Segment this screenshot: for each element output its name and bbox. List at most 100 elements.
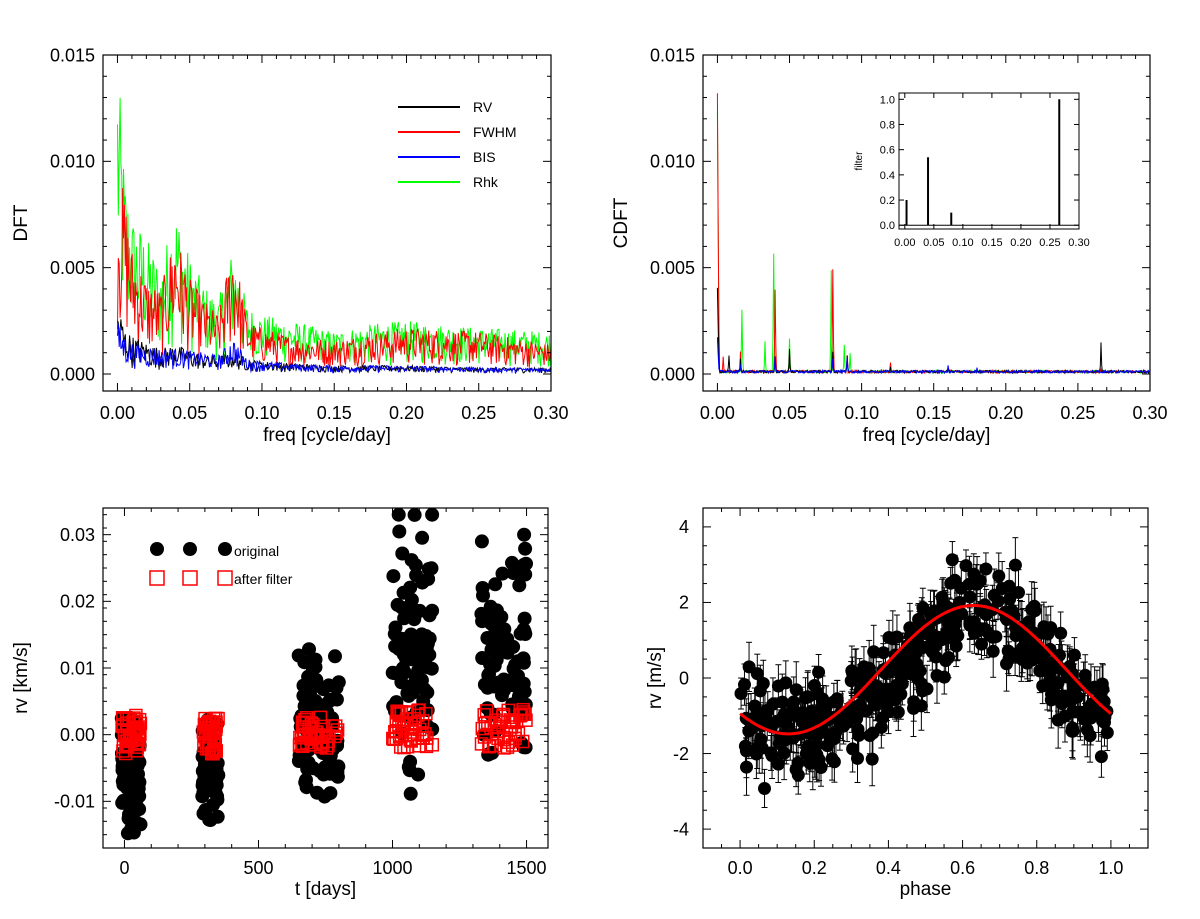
legend-marker-after-filter [182, 570, 198, 586]
original-point [495, 566, 510, 581]
original-point [517, 527, 532, 542]
rv-point [867, 645, 881, 659]
original-point [413, 647, 428, 662]
rv-point [756, 677, 770, 690]
rv-point [758, 782, 771, 795]
filtered-point [205, 746, 220, 761]
original-point [517, 611, 532, 626]
y-tick-label: 0.005 [50, 258, 95, 278]
filtered-point [508, 731, 522, 746]
original-point [401, 760, 416, 774]
original-point [476, 588, 490, 603]
original-point [488, 577, 503, 592]
original-point [404, 592, 419, 607]
x-tick-label: 0.30 [533, 403, 568, 423]
original-point [404, 553, 419, 568]
x-tick-label: 1.0 [1098, 858, 1123, 878]
original-point [301, 760, 316, 775]
x-tick-label: 0.25 [461, 403, 496, 423]
inset-x-tick-label: 0.20 [1010, 237, 1031, 249]
rv-point [910, 657, 924, 671]
original-point [485, 613, 500, 628]
series-line-bis [716, 337, 1150, 375]
rv-point [846, 742, 860, 756]
x-tick-label: 1000 [372, 858, 412, 878]
original-point [312, 679, 327, 694]
original-point [506, 566, 521, 581]
filtered-point [211, 711, 225, 726]
original-point [206, 797, 220, 812]
original-point [210, 809, 225, 824]
rv-point [827, 732, 841, 746]
original-point [299, 773, 313, 787]
filtered-point [388, 724, 402, 739]
inset-x-tick-label: 0.25 [1039, 237, 1060, 249]
original-point [512, 578, 527, 593]
panel-cdft: 0.00 0.05 0.10 0.15 0.20 0.25 0.30 0.000 0.005 0.… [611, 45, 1168, 446]
original-point [328, 649, 342, 664]
rv-point [1052, 689, 1065, 703]
rv-point [1093, 688, 1107, 702]
filtered-point [475, 721, 490, 736]
inset-y-tick-label: 0.2 [880, 195, 895, 207]
filtered-point [400, 739, 415, 754]
filtered-point [295, 720, 310, 734]
inset-y-tick-label: 0.4 [880, 170, 895, 182]
legend-marker-after-filter [217, 570, 233, 586]
x-tick-label: 0.05 [172, 403, 207, 423]
rv-point [1043, 667, 1057, 681]
original-point [488, 627, 503, 642]
rv-point [989, 630, 1003, 644]
original-point [397, 665, 412, 680]
y-axis-label: CDFT [611, 197, 632, 248]
rv-point [1077, 712, 1091, 726]
x-axis-label: phase [900, 879, 952, 900]
x-tick-label: 0 [119, 858, 129, 878]
x-tick-label: 0.0 [728, 858, 753, 878]
legend-marker-original [150, 542, 164, 556]
rv-point [1095, 711, 1109, 725]
filtered-point [201, 735, 216, 750]
filtered-point [519, 713, 533, 727]
legend-label-rhk: Rhk [473, 174, 499, 190]
filtered-point [407, 712, 422, 726]
x-axis-label: freq [cycle/day] [863, 425, 991, 446]
rv-point [1067, 648, 1081, 662]
rv-point [907, 701, 920, 715]
filtered-point [418, 727, 432, 741]
y-tick-label: -0.01 [54, 792, 95, 812]
rv-point [920, 682, 934, 696]
rv-point [896, 653, 910, 667]
x-tick-label: 0.2 [802, 858, 827, 878]
rv-point [812, 665, 826, 679]
rv-point [738, 678, 751, 692]
rv-point [929, 650, 943, 664]
y-tick-label: 0.02 [60, 592, 95, 612]
y-tick-label: -4 [673, 819, 689, 839]
rv-point [801, 739, 815, 753]
x-tick-label: 0.00 [700, 403, 735, 423]
filtered-point [394, 705, 409, 719]
original-point [399, 651, 414, 666]
original-point [474, 534, 489, 549]
filtered-point [515, 734, 530, 749]
x-tick-label: 0.25 [1060, 403, 1095, 423]
original-point [517, 624, 532, 639]
rv-point [912, 612, 926, 626]
original-point [308, 660, 323, 675]
rv-point [771, 757, 785, 771]
fit-curve [739, 604, 1112, 736]
original-point [329, 692, 344, 707]
original-point [475, 651, 490, 665]
rv-point [1054, 626, 1068, 640]
original-point [329, 680, 344, 695]
filtered-point [209, 722, 223, 736]
filtered-point [329, 726, 344, 740]
filtered-point [393, 740, 408, 754]
original-point [209, 758, 224, 773]
y-tick-label: 0.00 [60, 725, 95, 745]
rv-point [970, 577, 984, 591]
filtered-point [328, 729, 342, 744]
original-point [128, 756, 143, 771]
